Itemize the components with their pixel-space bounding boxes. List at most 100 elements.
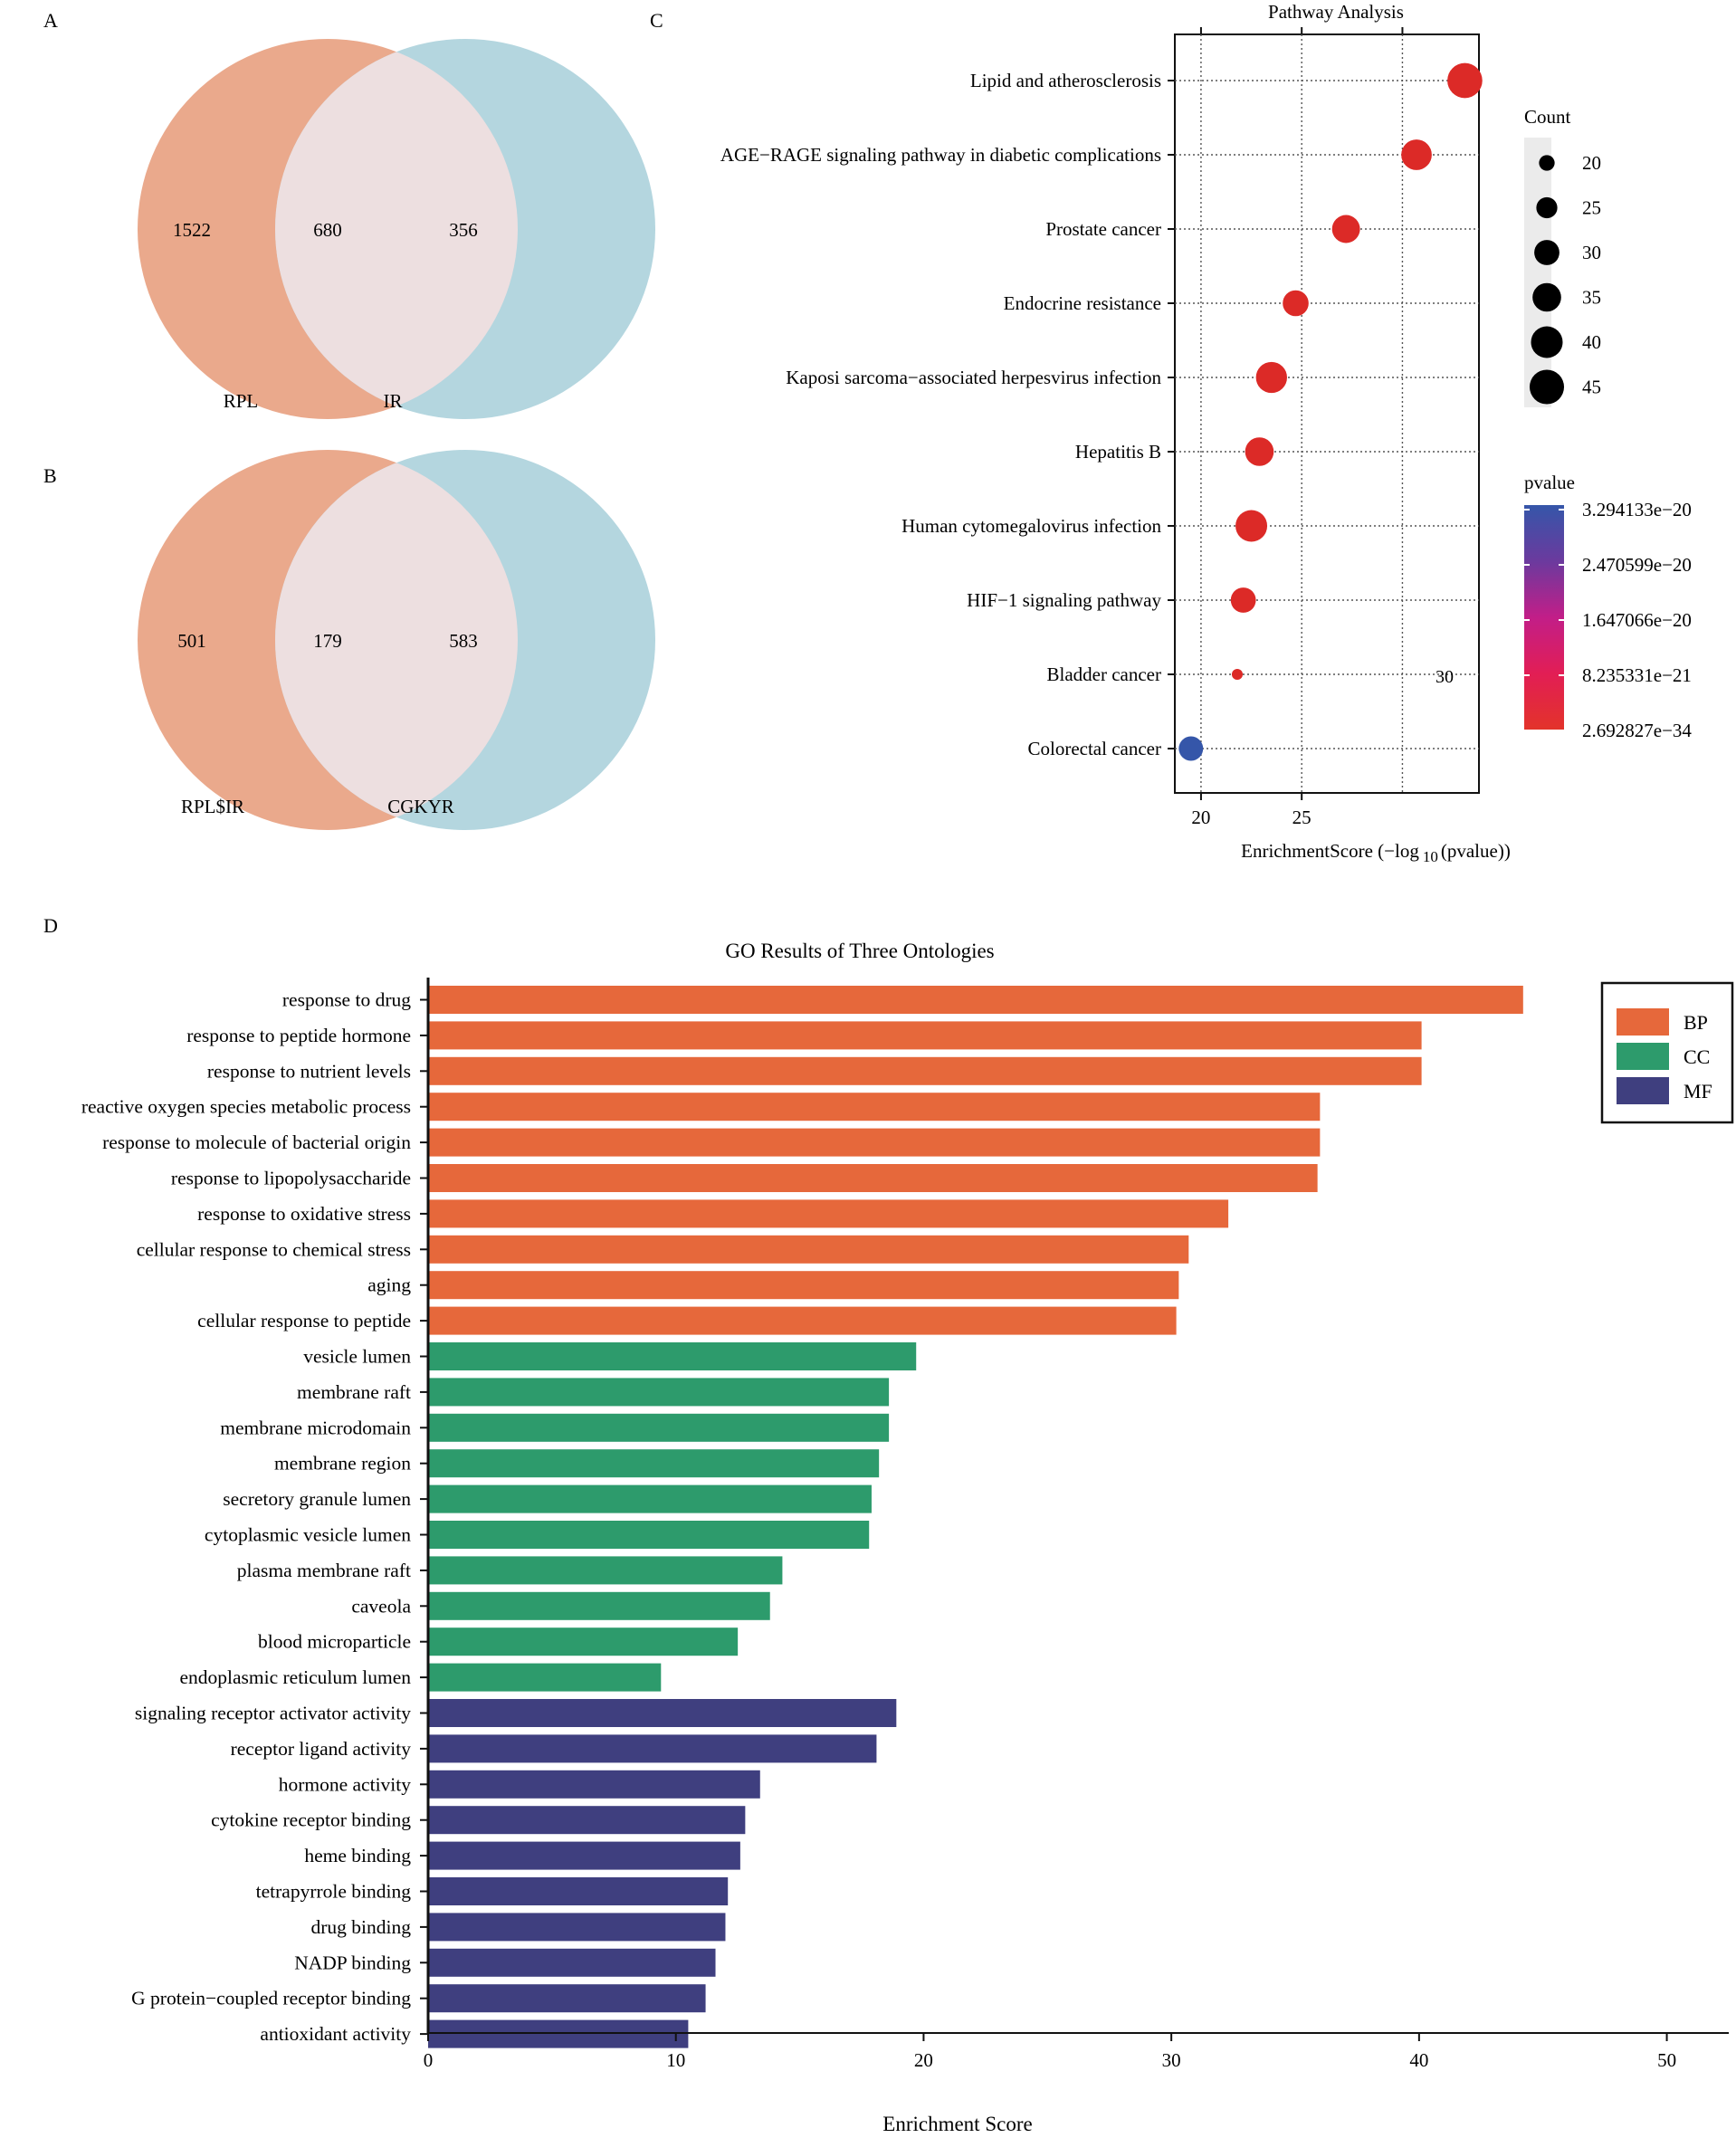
pvalue-legend-label: 3.294133e−20 — [1582, 499, 1692, 520]
go-legend-items: BP CC MF — [1617, 1008, 1712, 1104]
pathway-label-hif-1-signaling-pathway: HIF−1 signaling pathway — [967, 589, 1161, 611]
go-label-nadp-binding: NADP binding — [294, 1952, 411, 1973]
go-label-membrane-region: membrane region — [274, 1453, 411, 1475]
go-bar-cellular-response-to-peptide — [428, 1306, 1177, 1335]
go-label-drug-binding: drug binding — [311, 1916, 412, 1938]
count-legend-label-45: 45 — [1582, 377, 1601, 398]
go-bar-secretory-granule-lumen — [428, 1484, 872, 1513]
go-bar-response-to-peptide-hormone — [428, 1021, 1422, 1050]
pathway-plot-frame — [1174, 33, 1480, 794]
go-bar-receptor-ligand-activity — [428, 1734, 877, 1763]
go-bar-cytoplasmic-vesicle-lumen — [428, 1521, 870, 1549]
go-x-tick-label: 40 — [1409, 2049, 1428, 2071]
count-legend-title: Count — [1524, 106, 1571, 128]
go-bar-membrane-raft — [428, 1378, 890, 1407]
pvalue-legend-label: 2.470599e−20 — [1582, 554, 1692, 576]
panel-letter-d: D — [43, 914, 58, 937]
go-bar-endoplasmic-reticulum-lumen — [428, 1663, 662, 1692]
go-label-membrane-raft: membrane raft — [297, 1381, 411, 1403]
go-label-heme-binding: heme binding — [304, 1845, 411, 1866]
go-label-cytoplasmic-vesicle-lumen: cytoplasmic vesicle lumen — [205, 1524, 411, 1546]
venn-a: 1522 680 356 RPL IR — [138, 39, 655, 419]
pathway-point-kaposi-sarcoma-associated-herpesvirus-infection — [1255, 361, 1287, 394]
pathway-label-kaposi-sarcoma-associated-herpesvirus-infection: Kaposi sarcoma−associated herpesvirus in… — [786, 367, 1161, 388]
venn-b-right-label: CGKYR — [387, 796, 454, 817]
go-bar-response-to-drug — [428, 986, 1523, 1014]
go-label-hormone-activity: hormone activity — [279, 1773, 412, 1795]
count-legend-label-25: 25 — [1582, 197, 1601, 219]
pathway-point-hif-1-signaling-pathway — [1230, 587, 1256, 613]
venn-b-intersection-count: 179 — [313, 630, 342, 652]
pathway-chart: Pathway Analysis Lipid and atheroscleros… — [720, 1, 1693, 865]
pathway-label-endocrine-resistance: Endocrine resistance — [1004, 292, 1161, 314]
count-legend-label-35: 35 — [1582, 287, 1601, 309]
count-legend-label-30: 30 — [1582, 242, 1601, 263]
count-legend-label-20: 20 — [1582, 152, 1601, 174]
go-legend-swatch-mf — [1617, 1077, 1669, 1104]
go-label-response-to-drug: response to drug — [282, 989, 411, 1011]
go-label-endoplasmic-reticulum-lumen: endoplasmic reticulum lumen — [179, 1666, 411, 1688]
venn-b-left-label: RPL$IR — [181, 796, 244, 817]
go-bar-response-to-nutrient-levels — [428, 1056, 1422, 1085]
go-bar-membrane-microdomain — [428, 1413, 890, 1442]
pathway-point-colorectal-cancer — [1178, 736, 1204, 761]
go-legend-swatch-bp — [1617, 1008, 1669, 1036]
pvalue-legend-labels: 3.294133e−20 2.470599e−20 1.647066e−20 8.23… — [1524, 499, 1692, 741]
go-bar-caveola — [428, 1591, 770, 1620]
go-x-tick-label: 10 — [666, 2049, 685, 2071]
go-label-signaling-receptor-activator-activity: signaling receptor activator activity — [135, 1703, 411, 1724]
panel-letter-c: C — [650, 9, 663, 32]
go-bar-blood-microparticle — [428, 1627, 739, 1656]
go-label-plasma-membrane-raft: plasma membrane raft — [237, 1560, 411, 1581]
go-bar-aging — [428, 1271, 1179, 1300]
go-bar-vesicle-lumen — [428, 1342, 917, 1370]
go-bar-hormone-activity — [428, 1770, 760, 1799]
go-label-tetrapyrrole-binding: tetrapyrrole binding — [256, 1881, 412, 1903]
go-x-tick-label: 20 — [914, 2049, 933, 2071]
pathway-grid — [1168, 27, 1479, 793]
go-legend-label-cc: CC — [1684, 1045, 1710, 1068]
pathway-label-hepatitis-b: Hepatitis B — [1075, 441, 1161, 463]
go-labels: response to drug response to peptide horm… — [81, 989, 428, 2045]
pathway-x-axis-title-end: (pvalue)) — [1441, 840, 1511, 862]
pathway-labels: Lipid and atherosclerosis AGE−RAGE signal… — [720, 70, 1162, 759]
go-bar-plasma-membrane-raft — [428, 1556, 783, 1585]
venn-b-overlap — [275, 450, 518, 830]
pathway-stray-label: 30 — [1436, 667, 1454, 687]
pvalue-legend-label: 1.647066e−20 — [1582, 609, 1692, 631]
pathway-point-age-rage-signaling-pathway-in-diabetic-complications — [1401, 139, 1432, 170]
pathway-label-age-rage-signaling-pathway-in-diabetic-complications: AGE−RAGE signaling pathway in diabetic c… — [720, 144, 1161, 166]
pvalue-legend-label: 8.235331e−21 — [1582, 664, 1692, 686]
go-bar-signaling-receptor-activator-activity — [428, 1699, 897, 1727]
venn-a-overlap — [275, 39, 518, 419]
count-legend-dot-30 — [1534, 240, 1560, 265]
go-x-tick-label: 30 — [1162, 2049, 1181, 2071]
count-legend-dot-40 — [1531, 326, 1563, 358]
panel-letter-a: A — [43, 9, 58, 32]
go-label-response-to-lipopolysaccharide: response to lipopolysaccharide — [171, 1168, 411, 1189]
go-bar-response-to-molecule-of-bacterial-origin — [428, 1128, 1321, 1157]
go-bar-response-to-oxidative-stress — [428, 1199, 1229, 1228]
go-label-response-to-peptide-hormone: response to peptide hormone — [186, 1025, 411, 1046]
go-label-reactive-oxygen-species-metabolic-process: reactive oxygen species metabolic proces… — [81, 1096, 411, 1118]
go-bar-drug-binding — [428, 1913, 726, 1942]
go-label-aging: aging — [367, 1274, 411, 1296]
pathway-points — [1178, 62, 1483, 761]
pathway-label-human-cytomegalovirus-infection: Human cytomegalovirus infection — [901, 515, 1161, 537]
go-bar-cytokine-receptor-binding — [428, 1806, 746, 1835]
pvalue-colorbar — [1524, 505, 1564, 730]
pathway-x-axis-title-subscript: 10 — [1423, 848, 1438, 865]
pathway-point-human-cytomegalovirus-infection — [1235, 510, 1268, 542]
go-label-vesicle-lumen: vesicle lumen — [303, 1346, 411, 1368]
go-label-cytokine-receptor-binding: cytokine receptor binding — [211, 1809, 411, 1831]
pathway-point-prostate-cancer — [1331, 215, 1360, 243]
count-legend-items: 20 25 30 35 40 45 — [1529, 152, 1601, 405]
go-bar-nadp-binding — [428, 1948, 716, 1977]
go-bar-heme-binding — [428, 1841, 740, 1870]
go-label-caveola: caveola — [351, 1595, 411, 1617]
go-label-response-to-nutrient-levels: response to nutrient levels — [207, 1060, 411, 1082]
go-bar-response-to-lipopolysaccharide — [428, 1164, 1318, 1192]
pathway-point-lipid-and-atherosclerosis — [1447, 62, 1483, 99]
pvalue-legend-title: pvalue — [1524, 472, 1575, 493]
